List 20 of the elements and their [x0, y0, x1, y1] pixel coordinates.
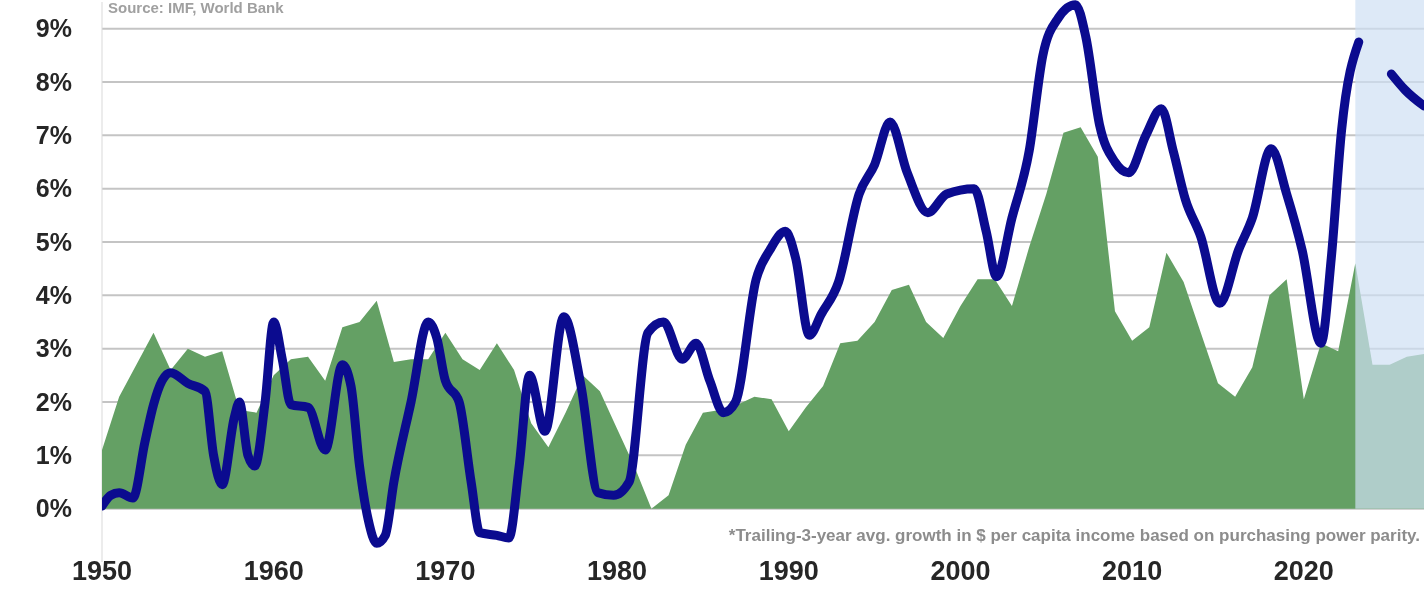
y-tick-label: 1%: [35, 441, 72, 470]
y-tick-label: 7%: [35, 121, 72, 150]
y-tick-label: 3%: [35, 334, 72, 363]
y-tick-label: 6%: [35, 174, 72, 203]
annotation: *Trailing-3-year avg. growth in $ per capita income based on purchasing power parity.: [728, 526, 1420, 546]
y-tick-label: 8%: [35, 67, 72, 96]
y-tick-label: 4%: [35, 281, 72, 310]
x-tick-label: 2010: [1102, 556, 1163, 586]
y-tick-label: 5%: [35, 227, 72, 256]
annotation: Source: IMF, World Bank: [108, 0, 285, 16]
x-tick-label: 1990: [758, 556, 819, 586]
x-tick-label: 2000: [930, 556, 991, 586]
x-tick-label: 1950: [71, 556, 133, 586]
y-tick-label: 9%: [35, 14, 72, 43]
x-tick-label: 2020: [1273, 556, 1334, 586]
y-tick-label: 2%: [35, 387, 72, 416]
y-tick-label: 0%: [35, 494, 72, 523]
x-tick-label: 1960: [243, 556, 304, 586]
x-tick-label: 1980: [587, 556, 648, 586]
x-tick-label: 1970: [415, 556, 476, 586]
